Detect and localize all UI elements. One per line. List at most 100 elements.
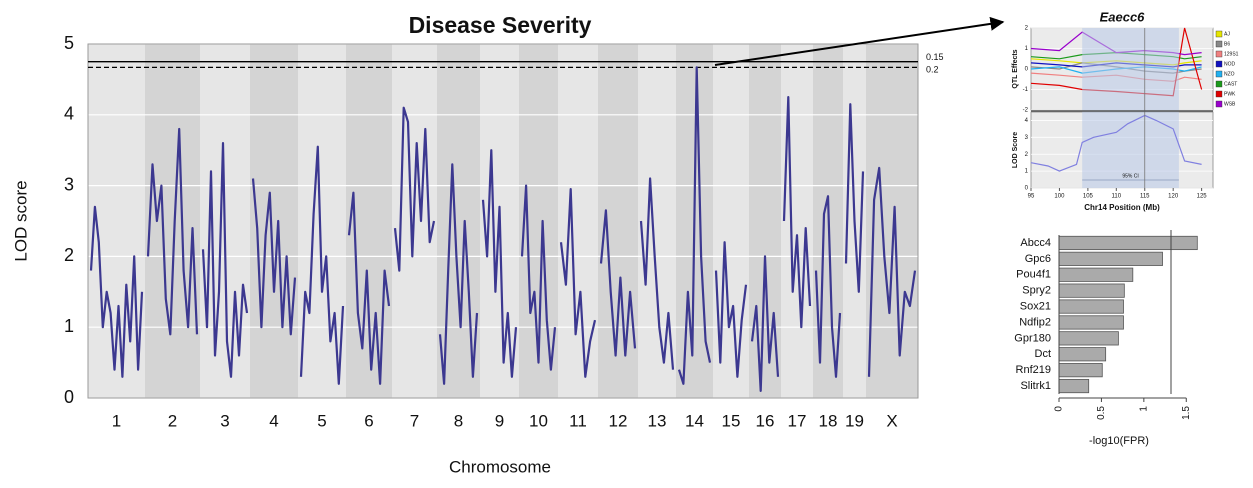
y-tick-label: 0	[1025, 186, 1029, 192]
gene-label: Gpr180	[1014, 332, 1051, 344]
legend-swatch	[1215, 60, 1223, 68]
y-tick-label: 0	[64, 387, 74, 407]
legend-swatch	[1215, 50, 1223, 58]
x-tick-label: 0	[1054, 406, 1065, 412]
bar	[1058, 347, 1107, 362]
lod-line	[201, 142, 249, 378]
lod-line	[89, 205, 144, 378]
lod-line	[867, 166, 917, 377]
lod-line	[481, 149, 518, 378]
legend-swatch	[1215, 30, 1223, 38]
y-tick-label: 0	[1025, 67, 1029, 73]
x-tick-label: 13	[648, 411, 667, 430]
y-tick-label: 4	[1025, 118, 1029, 124]
legend-swatch	[1215, 80, 1223, 88]
gene-label: Dct	[1035, 348, 1052, 360]
lod-line	[146, 127, 199, 336]
legend-label: NZO	[1224, 71, 1235, 77]
chromosome-band	[558, 44, 598, 398]
y-axis-label: LOD score	[11, 180, 30, 261]
legend-swatch	[1215, 100, 1223, 108]
legend-label: NOD	[1224, 61, 1236, 67]
x-tick-label: 9	[495, 411, 504, 430]
lod-line	[520, 184, 557, 371]
legend-label: B6	[1224, 41, 1230, 47]
gene-label: Gpc6	[1025, 253, 1051, 265]
y-tick-label: 4	[64, 104, 74, 124]
y-tick-label: 2	[1025, 152, 1029, 158]
x-tick-label: 95	[1028, 194, 1035, 200]
lod-line	[559, 188, 597, 378]
x-tick-label: 14	[685, 411, 704, 430]
lod-line	[714, 241, 748, 378]
y-tick-label: 1	[1025, 46, 1029, 52]
gene-label: Abcc4	[1020, 237, 1051, 249]
bar	[1058, 283, 1125, 298]
x-tick-label: 16	[756, 411, 775, 430]
x-tick-label: 125	[1197, 194, 1208, 200]
y-tick-label: -2	[1023, 108, 1029, 114]
bar	[1058, 363, 1103, 378]
y-tick-label: -1	[1023, 87, 1029, 93]
x-tick-label: 1.5	[1181, 406, 1192, 420]
y-tick-label: 1	[1025, 169, 1029, 175]
legend-swatch	[1215, 90, 1223, 98]
lod-line	[299, 145, 345, 385]
chromosome-band	[145, 44, 200, 398]
x-tick-label: 15	[722, 411, 741, 430]
x-tick-label: 0.5	[1096, 406, 1107, 420]
lod-line	[639, 177, 675, 370]
lod-line	[844, 103, 865, 293]
chromosome-band	[866, 44, 918, 398]
threshold-label: 0.15	[926, 52, 944, 62]
y-tick-label: 5	[64, 33, 74, 53]
y-tick-label: 3	[1025, 135, 1029, 141]
x-axis-label: Chr14 Position (Mb)	[1084, 203, 1160, 212]
chromosome-band	[298, 44, 346, 398]
legend-label: WSB	[1224, 101, 1236, 107]
gene-label: Pou4f1	[1016, 269, 1051, 281]
lod-line	[393, 106, 436, 272]
x-tick-label: 8	[454, 411, 463, 430]
x-tick-label: 12	[609, 411, 628, 430]
gene-label: Ndfip2	[1019, 316, 1051, 328]
lod-line	[1030, 114, 1202, 172]
callout-arrow	[714, 16, 1005, 66]
bar	[1058, 299, 1124, 314]
legend-label: CAST	[1224, 81, 1237, 87]
plot-frame	[87, 43, 919, 399]
x-tick-label: 17	[788, 411, 807, 430]
lod-line	[438, 163, 479, 385]
x-tick-label: 11	[569, 411, 587, 430]
bar	[1058, 331, 1119, 346]
x-tick-label: 100	[1054, 194, 1065, 200]
legend-swatch	[1215, 40, 1223, 48]
legend-swatch	[1215, 70, 1223, 78]
x-tick-label: 7	[410, 411, 419, 430]
y-tick-label: 3	[64, 174, 74, 194]
lod-line	[782, 96, 812, 329]
chart-title: Disease Severity	[409, 12, 592, 38]
x-axis-label: -log10(FPR)	[1089, 435, 1149, 447]
lod-line	[677, 66, 712, 385]
x-tick-label: 6	[364, 411, 373, 430]
gene-label: Slitrk1	[1020, 380, 1051, 392]
lod-line	[347, 191, 391, 385]
lod-line	[750, 255, 780, 392]
x-tick-label: 110	[1112, 194, 1122, 200]
x-tick-label: 120	[1168, 194, 1179, 200]
inset-title: Eaecc6	[1100, 9, 1146, 24]
threshold-label: 0.2	[926, 65, 939, 75]
bar	[1058, 378, 1090, 394]
x-tick-label: 18	[819, 411, 838, 430]
chromosome-band	[250, 44, 298, 398]
x-tick-label: 4	[269, 411, 278, 430]
lod-line	[599, 209, 637, 357]
x-tick-label: 19	[845, 411, 864, 430]
lod-line	[251, 178, 297, 336]
bar	[1058, 235, 1198, 251]
x-tick-label: 5	[317, 411, 326, 430]
gene-label: Spry2	[1022, 285, 1051, 297]
legend-label: AJ	[1224, 31, 1230, 37]
